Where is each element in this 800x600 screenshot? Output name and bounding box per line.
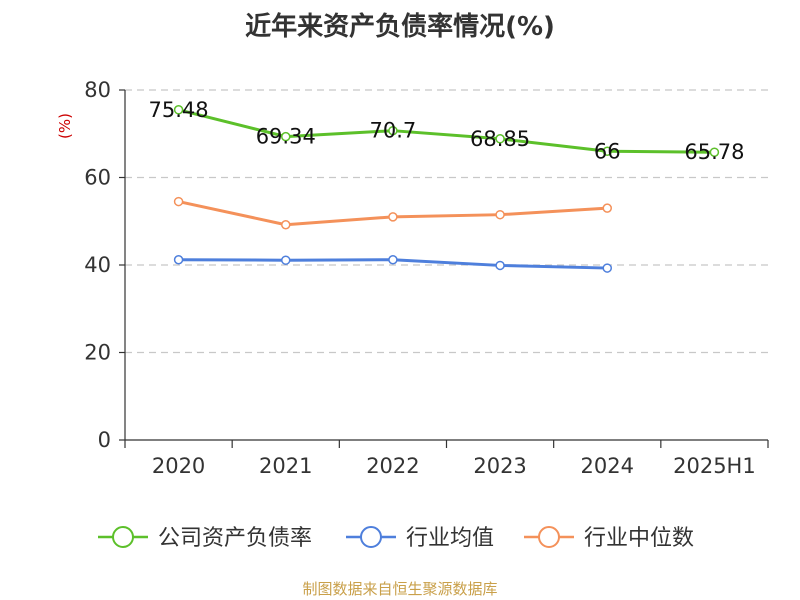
series-line-0 bbox=[178, 108, 715, 154]
series-2-point-2022 bbox=[388, 212, 398, 222]
series-0-point-2025H1 bbox=[709, 147, 720, 157]
series-2-point-2021 bbox=[281, 220, 291, 230]
legend-marker-1 bbox=[360, 526, 382, 548]
legend-marker-2 bbox=[538, 526, 560, 548]
x-tick-label-2020: 2020 bbox=[152, 454, 205, 478]
data-label-2022: 70.7 bbox=[370, 119, 417, 143]
x-tick-label-2024: 2024 bbox=[581, 454, 634, 478]
legend-label-2: 行业中位数 bbox=[584, 526, 694, 551]
series-0-point-2021 bbox=[281, 131, 291, 142]
legend-label-1: 行业均值 bbox=[406, 526, 494, 551]
series-1-point-2020 bbox=[173, 255, 184, 265]
series-1-point-2023 bbox=[495, 260, 505, 271]
source-note: 制图数据来自恒生聚源数据库 bbox=[302, 580, 498, 598]
y-tick-label-20: 20 bbox=[84, 341, 111, 365]
data-label-2020: 75.48 bbox=[149, 98, 209, 122]
data-label-2021: 69.34 bbox=[256, 125, 316, 149]
y-tick-label-60: 60 bbox=[84, 166, 111, 190]
series-1-point-2022 bbox=[388, 255, 398, 265]
y-tick-label-0: 0 bbox=[98, 428, 111, 452]
x-tick-label-2021: 2021 bbox=[259, 454, 312, 478]
series-2-point-2023 bbox=[495, 209, 505, 220]
data-label-2023: 68.85 bbox=[470, 127, 530, 151]
legend-marker-0 bbox=[112, 526, 134, 548]
x-tick-label-2022: 2022 bbox=[366, 454, 419, 478]
series-0-point-2024 bbox=[602, 146, 612, 156]
legend-label-0: 公司资产负债率 bbox=[158, 526, 312, 551]
series-2-point-2024 bbox=[602, 203, 612, 213]
x-tick-label-2023: 2023 bbox=[473, 454, 526, 478]
chart-title: 近年来资产负债率情况(%) bbox=[245, 12, 555, 42]
data-label-2024: 66 bbox=[594, 139, 621, 163]
y-tick-label-80: 80 bbox=[84, 78, 111, 102]
series-2-point-2020 bbox=[173, 196, 184, 207]
x-tick-label-2025H1: 2025H1 bbox=[673, 454, 756, 478]
series-0-point-2023 bbox=[495, 134, 505, 144]
series-0-point-2020 bbox=[173, 105, 184, 115]
series-1-point-2024 bbox=[602, 263, 612, 273]
data-label-2025H1: 65.78 bbox=[684, 140, 744, 164]
y-axis-unit-label: (%) bbox=[56, 113, 74, 139]
series-1-point-2021 bbox=[281, 255, 291, 265]
y-tick-label-40: 40 bbox=[84, 253, 111, 277]
series-0-point-2022 bbox=[388, 125, 398, 136]
